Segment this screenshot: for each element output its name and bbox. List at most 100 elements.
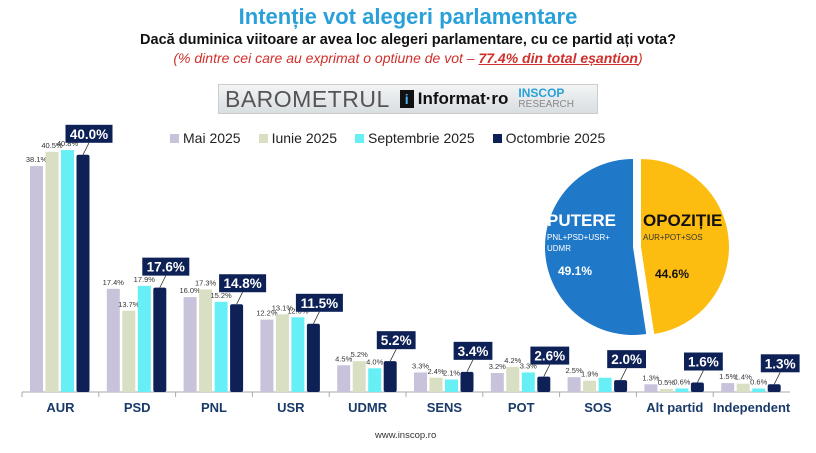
bar-septembrie-2025: [752, 388, 766, 392]
data-label: 2.5%: [566, 366, 583, 375]
category-label: Independent: [713, 400, 791, 415]
legend-label: Octombrie 2025: [505, 130, 606, 146]
legend-label: Iunie 2025: [271, 130, 337, 146]
label-leader: [543, 364, 551, 377]
highlight-label-box: [219, 274, 267, 293]
bar-octombrie-2025: [383, 361, 397, 392]
category-label: SOS: [584, 400, 612, 415]
sample-note: (% dintre cei care au exprimat o optiune…: [0, 50, 816, 66]
highlight-label-box: [530, 346, 570, 365]
legend-label: Mai 2025: [183, 130, 241, 146]
bar-septembrie-2025: [675, 388, 689, 392]
highlight-label-box: [684, 352, 723, 371]
category-label: AUR: [46, 400, 75, 415]
footer-url: www.inscop.ro: [375, 430, 437, 441]
bar-iunie-2025: [429, 377, 443, 392]
data-label: 3.3%: [412, 361, 429, 370]
pie-slice-opoziție: [641, 159, 729, 335]
bar-mai-2025: [644, 384, 658, 392]
bar-octombrie-2025: [153, 287, 167, 392]
data-label: 4.2%: [504, 356, 521, 365]
bar-mai-2025: [490, 373, 504, 392]
barometer-label: BAROMETRUL: [225, 85, 390, 112]
bar-iunie-2025: [736, 383, 750, 392]
label-leader: [82, 142, 90, 155]
data-label: 40.8%: [57, 139, 79, 148]
data-label: 40.5%: [41, 141, 63, 150]
data-label: 17.4%: [103, 278, 125, 287]
bar-mai-2025: [183, 297, 197, 392]
bar-octombrie-2025: [76, 154, 90, 392]
highlight-label-box: [65, 124, 113, 143]
data-label: 4.0%: [366, 357, 383, 366]
pie-label-value: 49.1%: [558, 264, 592, 278]
bar-mai-2025: [30, 166, 43, 392]
legend-item: Octombrie 2025: [492, 130, 606, 146]
pie-slice-putere: [545, 159, 647, 335]
data-label: 38.1%: [26, 155, 48, 164]
highlight-label: 1.6%: [688, 355, 719, 370]
barometer-banner: BAROMETRUL i Informat·ro INSCOP RESEARCH: [218, 84, 598, 114]
data-label: 17.9%: [134, 275, 156, 284]
category-label: UDMR: [348, 400, 388, 415]
data-label: 2.1%: [443, 369, 460, 378]
bar-septembrie-2025: [445, 379, 458, 392]
legend-swatch: [258, 134, 268, 143]
data-label: 1.3%: [642, 373, 659, 382]
pie-label-detail: UDMR: [547, 244, 571, 253]
bar-iunie-2025: [659, 389, 673, 392]
highlight-label: 2.6%: [534, 349, 565, 364]
bar-septembrie-2025: [61, 150, 74, 392]
page-title: Intenție vot alegeri parlamentare: [238, 4, 578, 29]
data-label: 15.2%: [210, 291, 232, 300]
category-label: POT: [508, 400, 535, 415]
data-label: 0.6%: [750, 377, 767, 386]
highlight-label: 14.8%: [223, 276, 261, 291]
label-leader: [159, 275, 167, 288]
note-suffix: ): [637, 50, 643, 66]
legend-item: Mai 2025: [170, 130, 241, 146]
bar-iunie-2025: [45, 151, 59, 392]
pie-label-detail: AUR+POT+SOS: [643, 233, 703, 242]
label-leader: [313, 311, 320, 324]
data-label: 1.5%: [719, 372, 736, 381]
bar-iunie-2025: [583, 380, 597, 392]
bar-iunie-2025: [199, 289, 213, 392]
label-leader: [620, 367, 627, 381]
bar-septembrie-2025: [521, 372, 535, 392]
pie-label-detail: PNL+PSD+USR+: [547, 233, 610, 242]
legend-item: Septembrie 2025: [355, 130, 475, 146]
data-label: 5.2%: [351, 350, 368, 359]
highlight-label: 2.0%: [611, 352, 642, 367]
legend-item: Iunie 2025: [258, 130, 337, 146]
pie-label-value: 44.6%: [655, 267, 689, 281]
pie-label-name: PUTERE: [547, 211, 616, 230]
bar-iunie-2025: [506, 367, 520, 392]
bar-mai-2025: [567, 377, 581, 392]
data-label: 2.4%: [427, 367, 444, 376]
highlight-label-box: [376, 331, 416, 350]
data-label: 13.1%: [272, 303, 294, 312]
highlight-label-box: [453, 341, 493, 360]
highlight-label-box: [295, 293, 343, 312]
bar-mai-2025: [106, 288, 120, 392]
data-label: 0.6%: [673, 377, 690, 386]
category-label: PSD: [124, 400, 151, 415]
informat-text: Informat·ro: [417, 89, 509, 108]
bar-octombrie-2025: [460, 371, 474, 392]
research-text: RESEARCH: [518, 99, 574, 110]
data-label: 13.7%: [118, 300, 140, 309]
bar-iunie-2025: [275, 314, 289, 392]
label-leader: [389, 348, 397, 362]
question: Dacă duminica viitoare ar avea loc alege…: [140, 32, 676, 48]
highlight-label: 17.6%: [147, 260, 185, 275]
bar-octombrie-2025: [230, 304, 244, 392]
category-label: PNL: [201, 400, 227, 415]
highlight-label: 5.2%: [381, 333, 412, 348]
legend-swatch: [492, 134, 502, 143]
data-label: 16.0%: [179, 286, 201, 295]
data-label: 1.4%: [735, 373, 752, 382]
label-leader: [773, 372, 781, 385]
label-leader: [236, 292, 243, 305]
